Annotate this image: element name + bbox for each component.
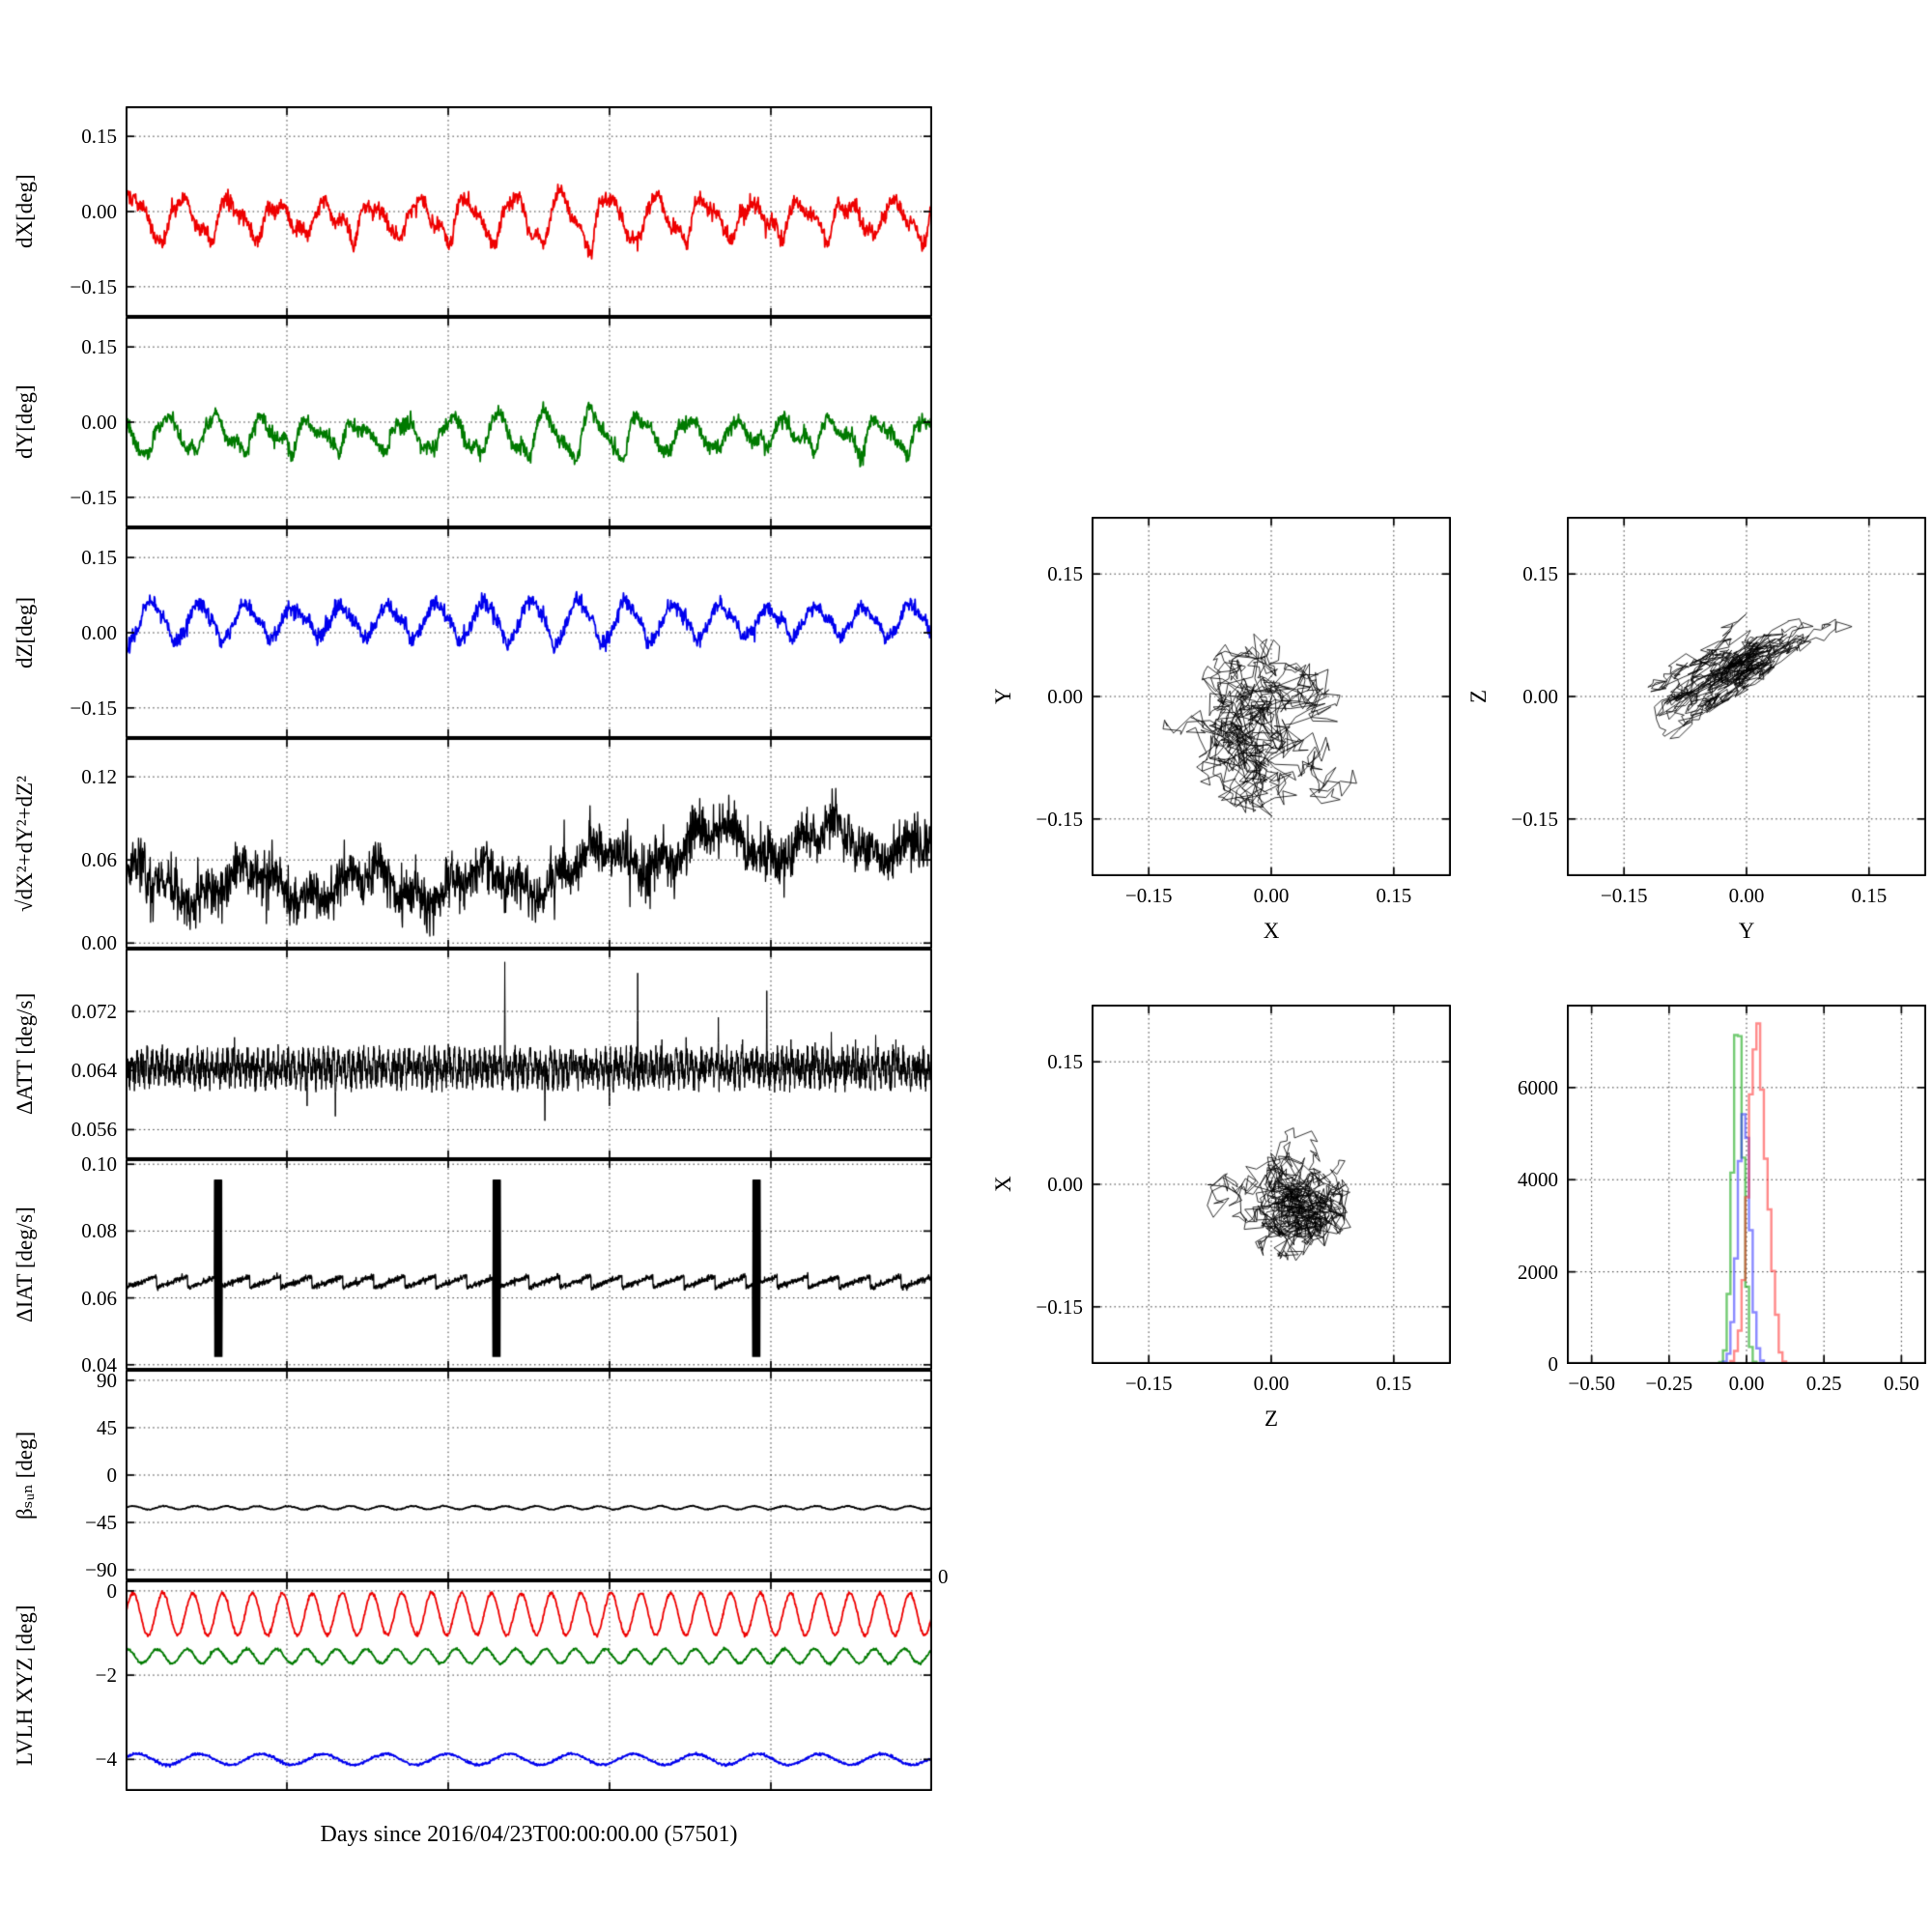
tick-label: 0.056 [71,1118,117,1142]
dz-plot-canvas [126,527,932,738]
tick-label: 0.00 [81,621,117,644]
tick-label: 90 [97,1368,117,1392]
panel-delta-iat: ΔIAT [deg/s] 0.10 0.08 0.06 0.04 [13,1152,932,1377]
panel-histogram: 6000 4000 2000 0 −0.50 −0.25 0.00 0.25 0.50 [1518,1005,1926,1395]
tick-label: 0.15 [81,335,117,359]
tick-label: 0.15 [81,125,117,149]
lvlh-axis-label: LVLH XYZ [deg] [13,1605,37,1767]
tick-label: 0.50 [1883,1372,1919,1395]
tick-label: 0.10 [81,1152,117,1177]
dz-axis-label: dZ[deg] [13,596,37,669]
lvlh-plot-canvas [126,1580,932,1791]
tick-label: −0.15 [1511,807,1558,831]
lvlh-right-zero-tick: 0 [938,1565,949,1588]
tick-label: −90 [85,1558,117,1582]
tick-label: −0.50 [1568,1372,1615,1395]
tick-label: 0.00 [1522,685,1558,708]
tick-label: 0.08 [81,1219,117,1243]
tick-label: 0.15 [1376,884,1412,907]
scatter-yx-canvas [1092,517,1451,876]
scatter-yx-ylabel: Y [991,688,1015,705]
tick-label: 6000 [1518,1075,1558,1099]
tick-label: −0.15 [70,485,117,509]
tick-label: −4 [95,1747,117,1772]
panel-scatter-y-vs-x: Y X 0.15 0.00 −0.15 −0.15 0.00 0.15 [991,517,1451,943]
tick-label: −0.15 [70,696,117,720]
tick-label: 0.064 [71,1059,117,1083]
tick-label: −0.15 [1124,1372,1173,1395]
tick-label: 0 [1548,1352,1559,1376]
rss-plot-canvas [126,738,932,949]
tick-label: 0.25 [1805,1372,1842,1395]
scatter-xz-ylabel: X [991,1176,1015,1193]
panel-dy: dY[deg] 0.15 0.00 −0.15 [13,317,932,527]
delta-att-axis-label: ΔATT [deg/s] [13,992,37,1116]
tick-label: 45 [97,1415,117,1439]
tick-label: 0.15 [1522,562,1558,586]
tick-label: 0.12 [81,765,117,789]
tick-label: 0.15 [1851,884,1888,907]
dx-axis-label: dX[deg] [13,174,37,249]
panel-delta-att: ΔATT [deg/s] 0.072 0.064 0.056 [13,949,932,1159]
tick-label: 4000 [1518,1168,1558,1192]
tick-label: 0.06 [81,848,117,872]
dy-axis-label: dY[deg] [13,384,37,460]
panel-dz: dZ[deg] 0.15 0.00 −0.15 [13,527,932,738]
tick-label: 0.15 [1047,562,1083,586]
panel-rss: √dX²+dY²+dZ² 0.12 0.06 0.00 [13,738,932,954]
scatter-zy-canvas [1567,517,1926,876]
tick-label: −0.15 [1036,807,1083,831]
tick-label: 0.00 [1728,884,1765,907]
delta-iat-plot-canvas [126,1159,932,1370]
panel-scatter-x-vs-z: X Z 0.15 0.00 −0.15 −0.15 0.00 0.15 [991,1005,1451,1431]
panel-lvlh: LVLH XYZ [deg] 0 −2 −4 [13,1579,932,1791]
tick-label: 0.00 [1047,1173,1083,1196]
tick-label: −0.15 [1036,1294,1083,1319]
tick-label: 0.06 [81,1286,117,1310]
scatter-xz-canvas [1092,1005,1451,1364]
tick-label: −0.15 [70,274,117,298]
rss-axis-label: √dX²+dY²+dZ² [13,775,37,912]
panel-scatter-z-vs-y: Z Y 0.15 0.00 −0.15 −0.15 0.00 0.15 [1466,517,1926,943]
tick-label: 0.00 [1728,1372,1765,1395]
tick-label: 0 [106,1578,118,1603]
dy-plot-canvas [126,317,932,527]
tick-label: 0.00 [1047,685,1083,708]
delta-iat-axis-label: ΔIAT [deg/s] [13,1207,37,1322]
tick-label: −2 [95,1663,117,1688]
tick-label: 0.00 [1253,1372,1290,1395]
tick-label: −0.15 [1600,884,1648,907]
time-axis-label: Days since 2016/04/23T00:00:00.00 (57501… [320,1822,738,1847]
beta-sun-axis-label: βₛᵤₙ [deg] [13,1431,37,1520]
scatter-zy-ylabel: Z [1466,689,1491,704]
tick-label: 0.15 [1047,1050,1083,1074]
tick-label: 0.072 [71,1000,117,1024]
tick-label: −0.15 [1124,884,1173,907]
panel-dx: dX[deg] 0.15 0.00 −0.15 [13,106,932,317]
tick-label: 0.00 [81,931,117,955]
tick-label: 0.15 [81,546,117,570]
scatter-xz-xlabel: Z [1264,1406,1279,1431]
tick-label: 0.04 [81,1352,117,1377]
scatter-zy-xlabel: Y [1738,919,1755,943]
tick-label: 0.15 [1376,1372,1412,1395]
panel-beta-sun: βₛᵤₙ [deg] 90 45 0 −45 −90 [13,1369,932,1581]
histogram-canvas [1567,1005,1926,1364]
dx-plot-canvas [126,106,932,317]
tick-label: 0.00 [1253,884,1290,907]
tick-label: −0.25 [1645,1372,1693,1395]
tick-label: 0.00 [81,200,117,223]
scatter-yx-xlabel: X [1263,919,1280,943]
tick-label: 0 [106,1463,118,1487]
tick-label: 0.00 [81,411,117,434]
delta-att-plot-canvas [126,949,932,1159]
tick-label: 2000 [1518,1260,1558,1284]
tick-label: −45 [85,1511,117,1535]
beta-sun-plot-canvas [126,1370,932,1580]
